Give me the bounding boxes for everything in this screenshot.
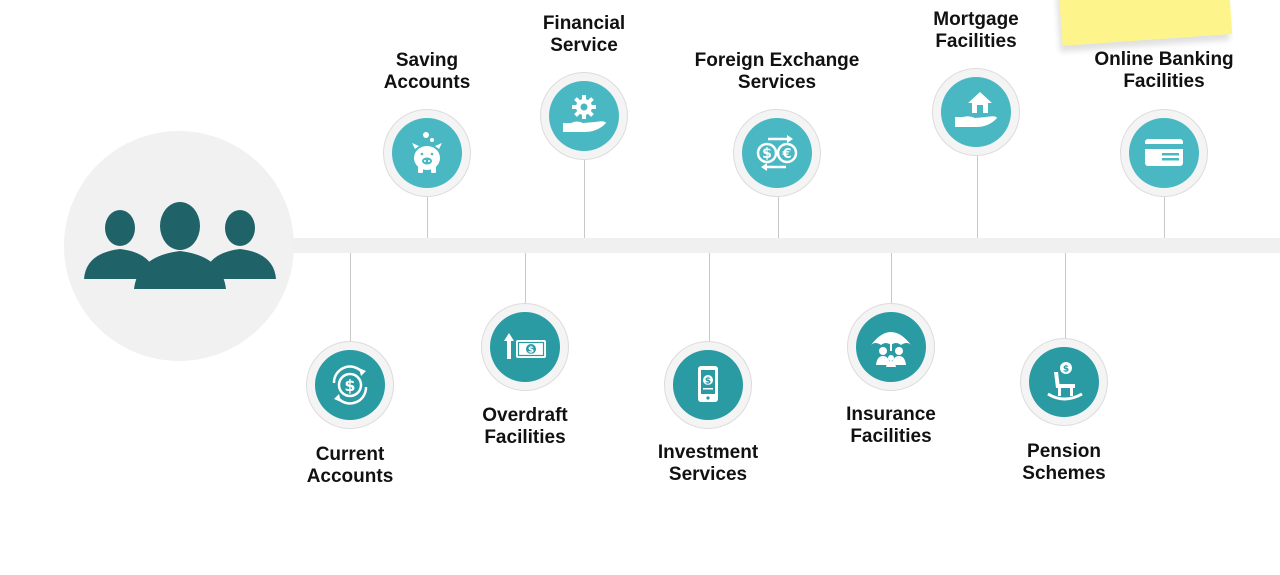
- stem-investment: [709, 253, 710, 341]
- stem-mortgage: [977, 156, 978, 238]
- pension-schemes-node[interactable]: $: [1020, 338, 1108, 426]
- online-banking-node[interactable]: [1120, 109, 1208, 197]
- investment-services-label: Investment Services: [608, 442, 808, 486]
- svg-text:$: $: [762, 146, 772, 162]
- online-banking-label: Online Banking Facilities: [1064, 49, 1264, 93]
- house-hand-icon: [955, 92, 997, 127]
- financial-service-label: Financial Service: [484, 13, 684, 57]
- current-accounts-node[interactable]: $: [306, 341, 394, 429]
- pension-schemes-label-line2: Schemes: [1022, 463, 1106, 484]
- tablet-dollar-icon: $: [698, 366, 718, 402]
- sticky-note: [1057, 0, 1233, 46]
- overdraft-facilities-label-line2: Facilities: [484, 427, 566, 448]
- current-accounts-label-line1: Current: [315, 444, 385, 465]
- saving-accounts-label-line1: Saving: [395, 50, 459, 71]
- svg-text:$: $: [1063, 365, 1069, 375]
- stem-overdraft: [525, 253, 526, 303]
- investment-services-label-line2: Services: [668, 464, 748, 485]
- stem-pension: [1065, 253, 1066, 338]
- foreign-exchange-label-line1: Foreign Exchange: [694, 50, 860, 71]
- piggy-bank-icon: [412, 132, 442, 173]
- stem-insurance: [891, 253, 892, 303]
- insurance-facilities-node[interactable]: [847, 303, 935, 391]
- current-accounts-label: Current Accounts: [250, 444, 450, 488]
- stem-current: [350, 253, 351, 341]
- stem-financial: [584, 160, 585, 238]
- saving-accounts-label: Saving Accounts: [327, 50, 527, 94]
- online-banking-label-line2: Facilities: [1123, 71, 1205, 92]
- investment-services-node[interactable]: $: [664, 341, 752, 429]
- svg-text:$: $: [528, 346, 534, 356]
- mortgage-facilities-label: Mortgage Facilities: [876, 9, 1076, 53]
- timeline-bar: [260, 238, 1280, 253]
- saving-accounts-label-line2: Accounts: [383, 72, 471, 93]
- stem-online-banking: [1164, 197, 1165, 238]
- mortgage-facilities-label-line2: Facilities: [935, 31, 1017, 52]
- gear-hand-icon: [563, 95, 606, 132]
- saving-accounts-node[interactable]: [383, 109, 471, 197]
- credit-card-icon: [1145, 139, 1183, 166]
- arrow-banknote-icon: $: [504, 333, 546, 359]
- financial-service-label-line2: Service: [550, 35, 618, 56]
- investment-services-label-line1: Investment: [657, 442, 759, 463]
- overdraft-facilities-label: Overdraft Facilities: [425, 405, 625, 449]
- insurance-facilities-label: Insurance Facilities: [791, 404, 991, 448]
- pension-schemes-label: Pension Schemes: [964, 441, 1164, 485]
- current-accounts-label-line2: Accounts: [306, 466, 394, 487]
- foreign-exchange-node[interactable]: $ €: [733, 109, 821, 197]
- insurance-facilities-label-line2: Facilities: [850, 426, 932, 447]
- stem-saving: [427, 197, 428, 238]
- dollar-cycle-icon: $: [332, 365, 368, 405]
- overdraft-facilities-label-line1: Overdraft: [482, 405, 568, 426]
- financial-service-node[interactable]: [540, 72, 628, 160]
- overdraft-facilities-node[interactable]: $: [481, 303, 569, 391]
- mortgage-facilities-node[interactable]: [932, 68, 1020, 156]
- foreign-exchange-label-line2: Services: [737, 72, 817, 93]
- stem-foreign-exchange: [778, 197, 779, 238]
- foreign-exchange-label: Foreign Exchange Services: [677, 50, 877, 94]
- financial-service-label-line1: Financial: [542, 13, 626, 34]
- svg-text:$: $: [344, 376, 355, 395]
- pension-schemes-label-line1: Pension: [1027, 441, 1101, 462]
- svg-text:$: $: [705, 377, 711, 387]
- insurance-facilities-label-line1: Insurance: [846, 404, 936, 425]
- rocking-chair-icon: $: [1047, 362, 1083, 401]
- umbrella-family-icon: [871, 332, 911, 367]
- svg-text:€: €: [781, 147, 791, 162]
- currency-exchange-icon: $ €: [756, 135, 798, 171]
- customer-hub: [64, 131, 294, 361]
- online-banking-label-line1: Online Banking: [1094, 49, 1234, 70]
- mortgage-facilities-label-line1: Mortgage: [933, 9, 1019, 30]
- people-group-icon: [84, 202, 276, 289]
